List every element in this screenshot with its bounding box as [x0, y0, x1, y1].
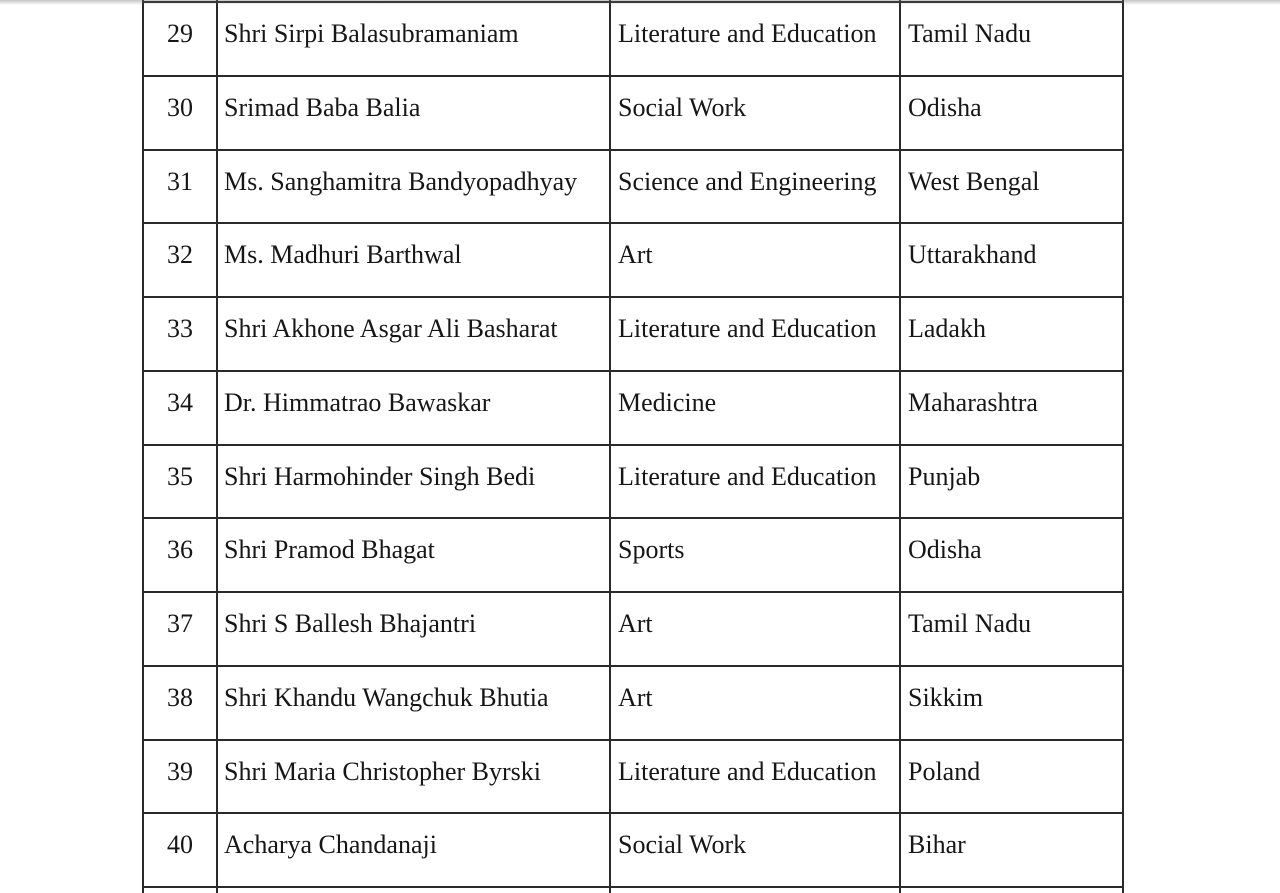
state-cell: Punjab	[900, 444, 1123, 519]
state-cell: Poland	[900, 739, 1123, 814]
serial-cell: 31	[143, 149, 217, 224]
name-cell: Shri S Ballesh Bhajantri	[217, 592, 610, 666]
state-cell	[900, 0, 1123, 2]
name-cell: Srimad Baba Balia	[217, 75, 610, 150]
field-cell: Literature and Education	[610, 297, 900, 371]
serial-cell	[143, 887, 217, 893]
state-cell: West Bengal	[900, 149, 1123, 224]
state-cell: Uttarakhand	[900, 223, 1123, 297]
serial-cell: 36	[143, 518, 217, 592]
field-cell: Social Work	[610, 813, 900, 887]
state-cell: Ladakh	[900, 297, 1123, 371]
field-cell: Literature and Education	[610, 2, 900, 76]
serial-cell: 40	[143, 813, 217, 887]
state-cell	[900, 887, 1123, 893]
field-cell: Medicine	[610, 370, 900, 445]
serial-cell: 39	[143, 739, 217, 814]
state-cell: Tamil Nadu	[900, 592, 1123, 666]
field-cell: Art	[610, 592, 900, 666]
name-cell: Shri Khandu Wangchuk Bhutia	[217, 665, 610, 740]
name-cell: Shri Pramod Bhagat	[217, 518, 610, 592]
field-cell: Science and Engineering	[610, 149, 900, 224]
state-cell: Maharashtra	[900, 370, 1123, 445]
field-cell: Art	[610, 665, 900, 740]
name-cell: Shri Maria Christopher Byrski	[217, 739, 610, 814]
name-cell: Dr. Himmatrao Bawaskar	[217, 370, 610, 445]
awardees-table-container: 29 Shri Sirpi Balasubramaniam Literature…	[142, 0, 1124, 893]
state-cell: Bihar	[900, 813, 1123, 887]
name-cell: Shri Akhone Asgar Ali Basharat	[217, 297, 610, 371]
field-cell: Art	[610, 223, 900, 297]
field-cell: Social Work	[610, 75, 900, 150]
serial-cell: 35	[143, 444, 217, 519]
field-cell	[610, 887, 900, 893]
name-cell: Acharya Chandanaji	[217, 813, 610, 887]
awardees-table: 29 Shri Sirpi Balasubramaniam Literature…	[142, 0, 1124, 893]
serial-cell: 38	[143, 665, 217, 740]
name-cell: Ms. Sanghamitra Bandyopadhyay	[217, 149, 610, 224]
serial-cell: 33	[143, 297, 217, 371]
serial-cell	[143, 0, 217, 2]
field-cell: Literature and Education	[610, 739, 900, 814]
state-cell: Odisha	[900, 75, 1123, 150]
serial-cell: 34	[143, 370, 217, 445]
serial-cell: 37	[143, 592, 217, 666]
serial-cell: 30	[143, 75, 217, 150]
name-cell	[217, 887, 610, 893]
field-cell	[610, 0, 900, 2]
state-cell: Sikkim	[900, 665, 1123, 740]
name-cell: Shri Harmohinder Singh Bedi	[217, 444, 610, 519]
field-cell: Sports	[610, 518, 900, 592]
name-cell	[217, 0, 610, 2]
field-cell: Literature and Education	[610, 444, 900, 519]
state-cell: Tamil Nadu	[900, 2, 1123, 76]
serial-cell: 32	[143, 223, 217, 297]
state-cell: Odisha	[900, 518, 1123, 592]
name-cell: Shri Sirpi Balasubramaniam	[217, 2, 610, 76]
name-cell: Ms. Madhuri Barthwal	[217, 223, 610, 297]
serial-cell: 29	[143, 2, 217, 76]
